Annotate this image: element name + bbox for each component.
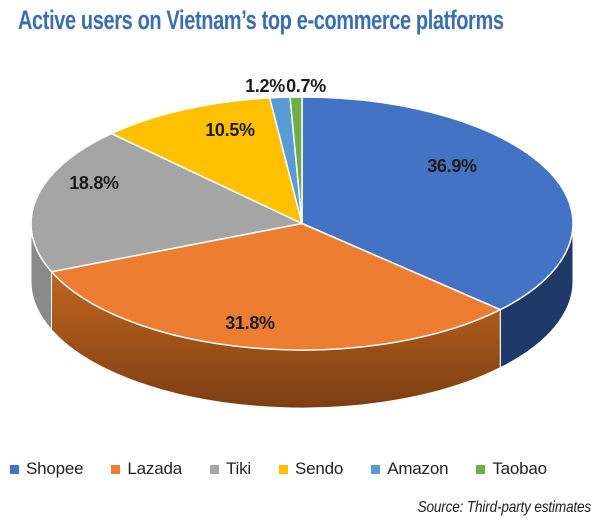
legend-label-tiki: Tiki xyxy=(226,459,252,478)
legend-item-tiki: Tiki xyxy=(210,459,251,479)
legend-swatch-amazon xyxy=(371,464,381,474)
legend-item-taobao: Taobao xyxy=(476,459,547,479)
slice-percent-label-tiki: 18.8% xyxy=(69,173,119,193)
slice-percent-label-sendo: 10.5% xyxy=(205,120,255,140)
legend-label-lazada: Lazada xyxy=(127,459,182,478)
legend-swatch-taobao xyxy=(476,464,486,474)
pie-slice-sendo xyxy=(110,97,303,225)
chart-legend: Shopee Lazada Tiki Sendo Amazon Taobao xyxy=(10,459,547,479)
slice-percent-label-taobao: 0.7% xyxy=(286,76,326,96)
pie-slice-tiki xyxy=(30,132,303,273)
legend-swatch-sendo xyxy=(279,464,289,474)
legend-label-shopee: Shopee xyxy=(26,459,84,478)
pie-chart: 36.9% 31.8% 18.8% 10.5% 1.2% 0.7% xyxy=(0,60,607,460)
legend-label-amazon: Amazon xyxy=(387,459,449,478)
source-note: Source: Third-party estimates xyxy=(417,499,592,516)
legend-swatch-tiki xyxy=(210,464,219,474)
legend-item-shopee: Shopee xyxy=(10,459,84,479)
legend-item-sendo: Sendo xyxy=(279,459,343,479)
slice-percent-label-lazada: 31.8% xyxy=(225,313,275,333)
slice-percent-label-shopee: 36.9% xyxy=(427,156,477,176)
pie-3d-svg: 36.9% 31.8% 18.8% 10.5% 1.2% 0.7% xyxy=(30,76,574,409)
pie-slice-lazada xyxy=(50,222,502,351)
slice-percent-label-amazon: 1.2% xyxy=(245,76,285,96)
legend-swatch-shopee xyxy=(10,464,19,474)
legend-swatch-lazada xyxy=(111,464,121,474)
legend-label-sendo: Sendo xyxy=(295,459,344,478)
legend-item-lazada: Lazada xyxy=(111,459,182,479)
pie-slice-shopee xyxy=(301,96,574,311)
legend-label-taobao: Taobao xyxy=(492,459,547,478)
chart-title: Active users on Vietnam’s top e-commerce… xyxy=(18,5,504,35)
legend-item-amazon: Amazon xyxy=(371,459,449,479)
pie-slice-taobao xyxy=(289,96,303,225)
